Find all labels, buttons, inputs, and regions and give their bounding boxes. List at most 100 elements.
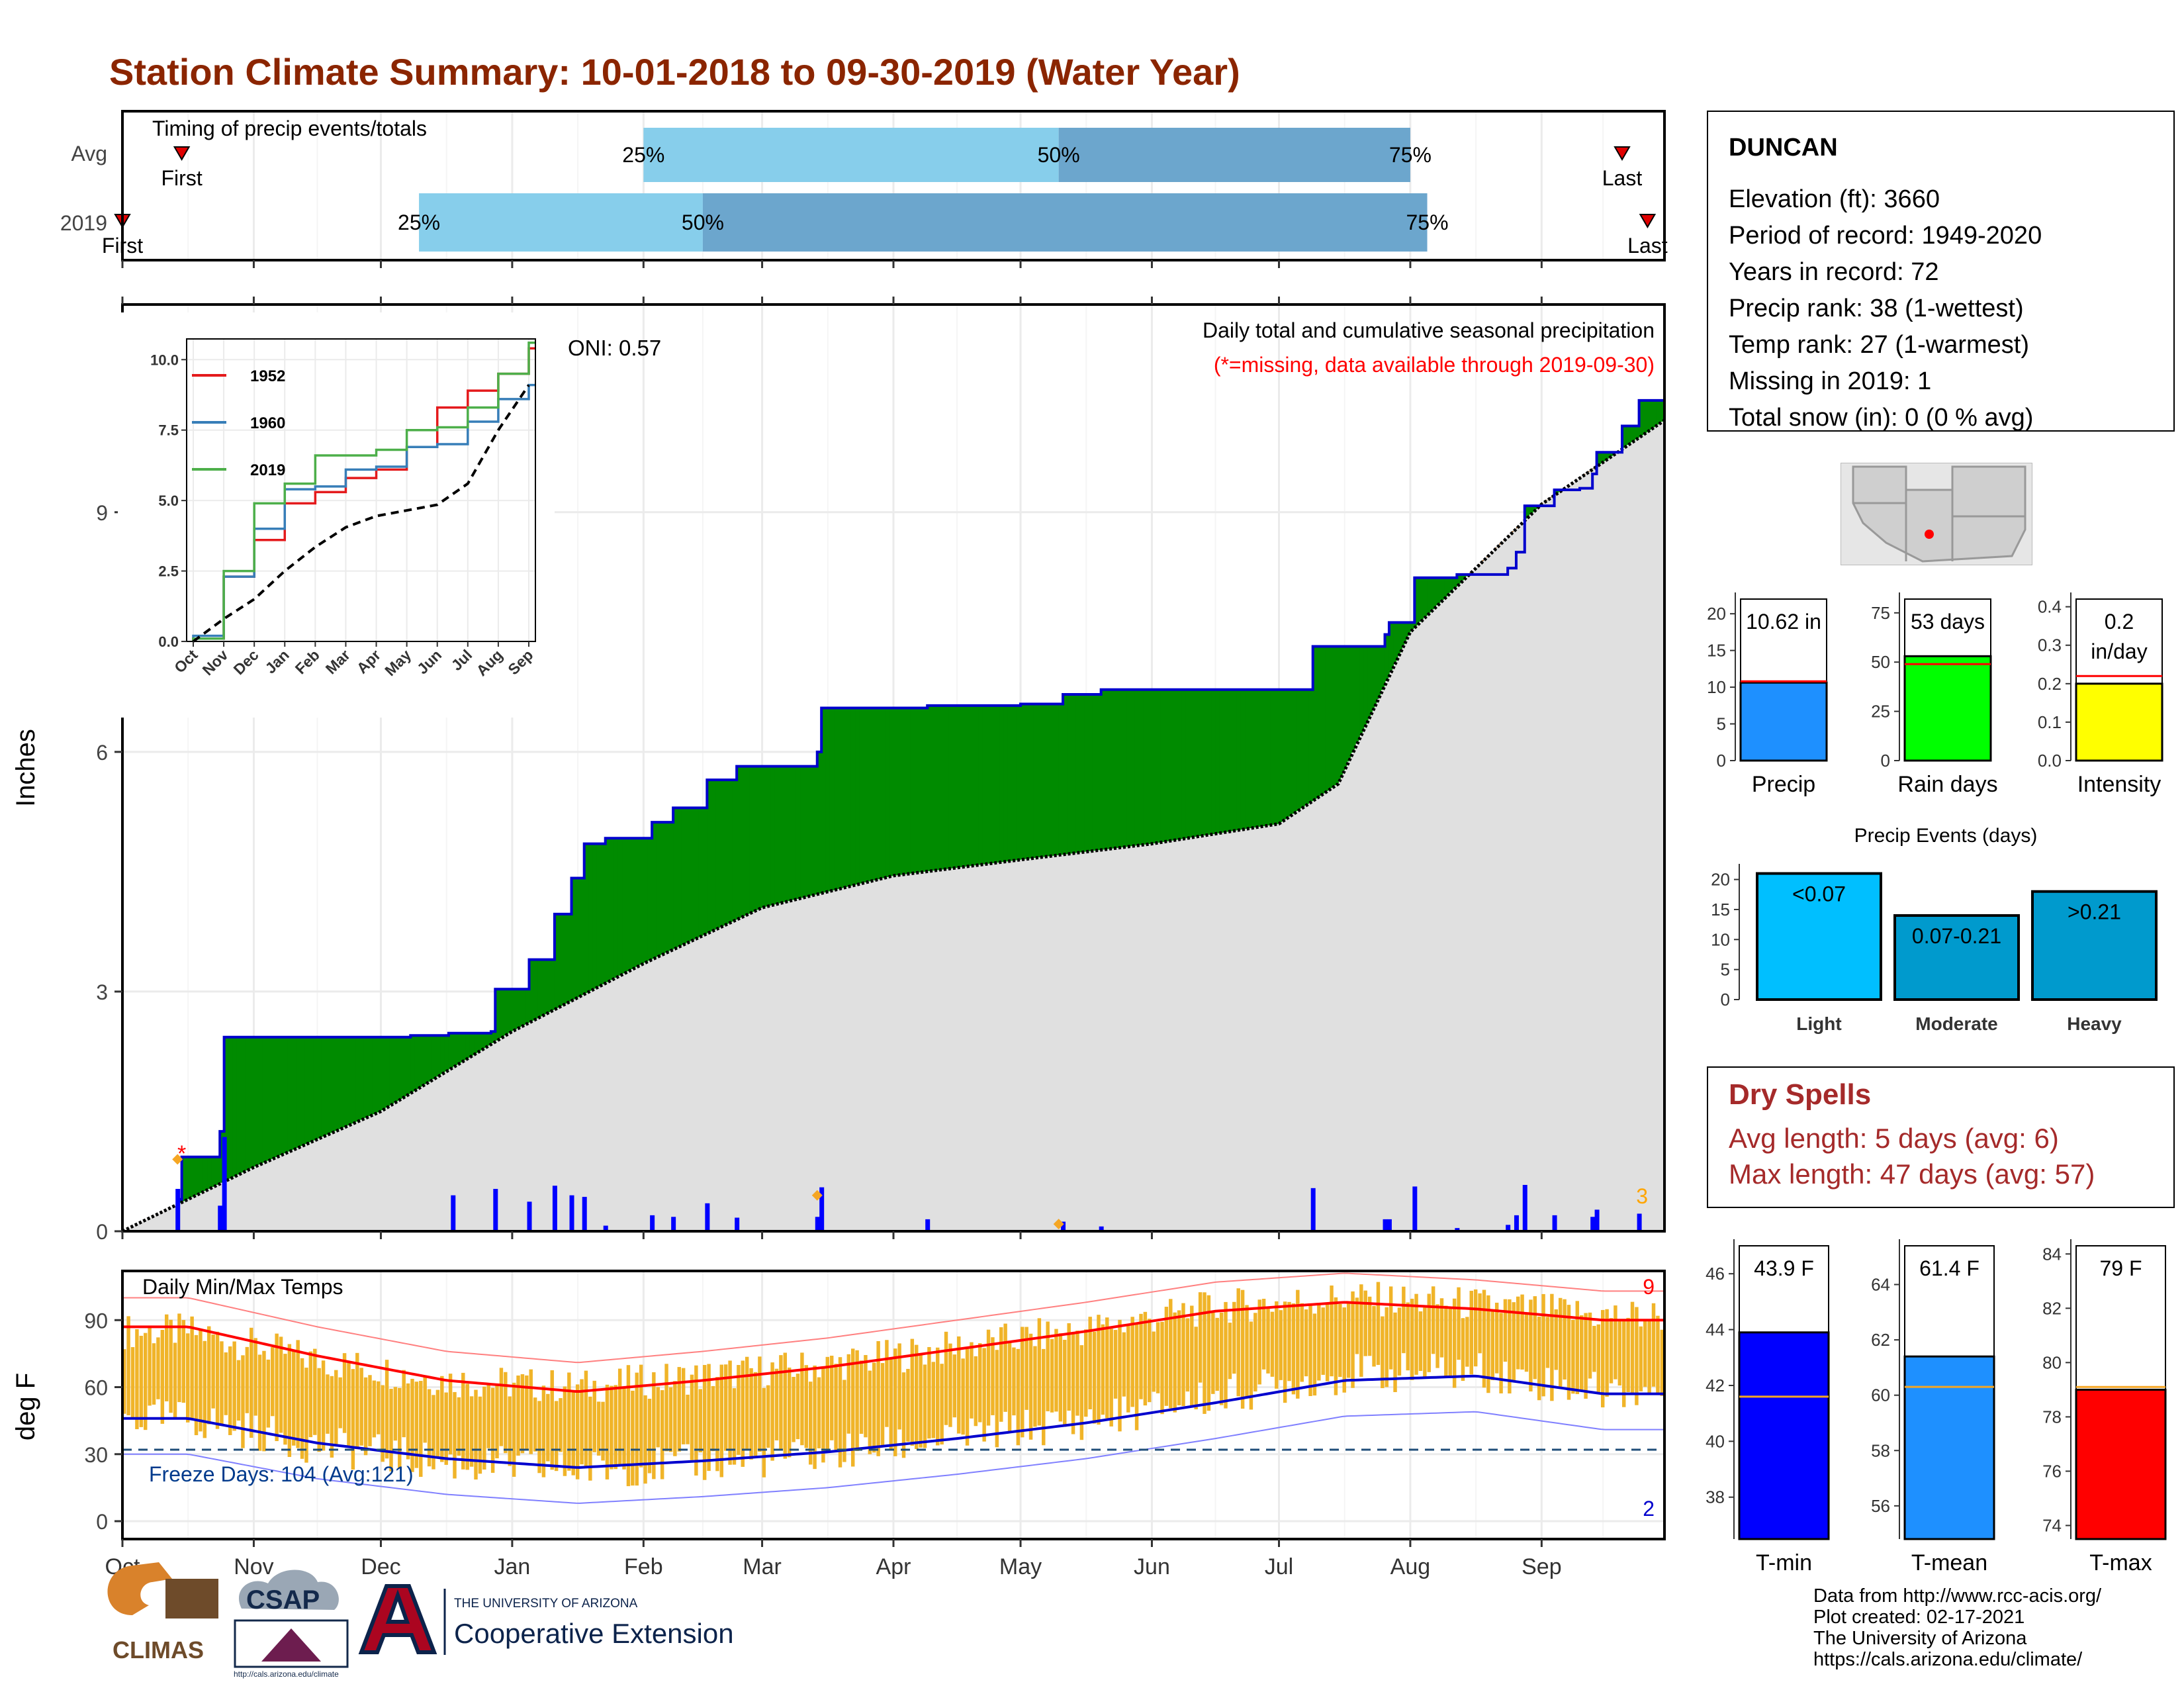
daily-temp-bar xyxy=(1473,1289,1478,1367)
anomaly-area xyxy=(465,1033,471,1059)
anomaly-area xyxy=(1596,452,1602,465)
anomaly-area xyxy=(1063,694,1068,855)
daily-temp-bar xyxy=(673,1381,677,1456)
daily-temp-bar xyxy=(1012,1347,1016,1416)
inset-y-tick-label: 7.5 xyxy=(158,422,179,439)
temp-chart-tick-label: 64 xyxy=(1871,1275,1890,1295)
daily-temp-bar xyxy=(1003,1323,1007,1412)
anomaly-area xyxy=(1194,689,1199,837)
daily-temp-bar xyxy=(359,1368,363,1446)
anomaly-area xyxy=(639,838,645,965)
anomaly-area xyxy=(1058,704,1064,855)
daily-temp-bar xyxy=(435,1389,440,1458)
daily-temp-bar xyxy=(1185,1318,1190,1392)
anomaly-area xyxy=(381,1037,386,1111)
daily-temp-bar xyxy=(1414,1293,1418,1375)
daily-temp-bar xyxy=(1291,1303,1296,1395)
daily-temp-bar xyxy=(1469,1290,1473,1375)
dry-spells-avg: Avg length: 5 days (avg: 6) xyxy=(1729,1123,2059,1154)
daily-temp-bar xyxy=(406,1383,410,1460)
anomaly-area xyxy=(1177,689,1183,840)
daily-temp-bar xyxy=(1508,1299,1512,1394)
station-info-line: Period of record: 1949-2020 xyxy=(1729,222,2042,250)
anomaly-area xyxy=(741,766,746,917)
temp-chart-t-min: 38 40 42 44 46 43.9 F T-min xyxy=(1706,1239,1830,1575)
daily-temp-bar xyxy=(279,1336,283,1433)
temp-chart-tick-label: 76 xyxy=(2042,1461,2062,1481)
daily-temp-bar xyxy=(605,1384,610,1479)
temp-chart-tick-label: 38 xyxy=(1706,1487,1725,1507)
daily-temp-bar xyxy=(1088,1317,1092,1409)
event-marker xyxy=(172,1154,183,1165)
anomaly-area xyxy=(1240,689,1246,830)
daily-temp-bar xyxy=(308,1351,313,1438)
anomaly-area xyxy=(1296,689,1301,812)
daily-temp-bar xyxy=(283,1354,287,1445)
daily-temp-bar xyxy=(1630,1301,1635,1394)
anomaly-area xyxy=(766,766,772,906)
timing-pct-label: 50% xyxy=(682,211,724,234)
daily-temp-bar xyxy=(970,1342,974,1419)
anomaly-area xyxy=(715,780,721,929)
daily-temp-bar xyxy=(1075,1331,1079,1416)
anomaly-area xyxy=(474,1033,479,1054)
daily-temp-bar xyxy=(1499,1313,1503,1393)
daily-precip-bar xyxy=(1590,1217,1596,1231)
anomaly-area xyxy=(694,808,700,939)
daily-temp-bar xyxy=(152,1343,156,1405)
daily-temp-bar xyxy=(855,1350,859,1451)
daily-temp-bar xyxy=(690,1374,694,1460)
daily-temp-bar xyxy=(215,1331,220,1429)
daily-temp-bar xyxy=(257,1354,262,1451)
daily-temp-bar xyxy=(440,1376,444,1462)
daily-temp-bar xyxy=(1435,1304,1439,1368)
temp-chart-category-label: T-mean xyxy=(1911,1550,1987,1575)
daily-temp-bar xyxy=(546,1393,550,1462)
daily-temp-bar xyxy=(834,1364,838,1450)
daily-precip-bar xyxy=(1061,1221,1066,1231)
anomaly-area xyxy=(677,808,682,947)
anomaly-area xyxy=(948,705,954,869)
anomaly-area xyxy=(461,1033,467,1062)
daily-temp-bar xyxy=(952,1354,957,1418)
daily-precip-bar xyxy=(493,1189,498,1231)
anomaly-area xyxy=(1122,689,1127,847)
daily-temp-bar xyxy=(144,1333,148,1430)
daily-temp-bar xyxy=(715,1377,719,1472)
anomaly-area xyxy=(1609,452,1614,457)
month-label-mar: Mar xyxy=(743,1554,782,1579)
timing-last-marker xyxy=(1639,214,1657,228)
anomaly-area xyxy=(241,1037,246,1173)
anomaly-area xyxy=(1067,694,1072,854)
timing-pct-label: 25% xyxy=(398,211,440,234)
temp-chart-tick-label: 84 xyxy=(2042,1244,2062,1264)
anomaly-area xyxy=(1321,646,1326,794)
daily-temp-bar xyxy=(1211,1312,1215,1394)
daily-precip-bar xyxy=(1637,1213,1642,1231)
anomaly-area xyxy=(864,708,869,883)
daily-temp-bar xyxy=(1397,1307,1402,1376)
daily-temp-bar xyxy=(228,1346,232,1435)
daily-temp-bar xyxy=(804,1365,809,1448)
anomaly-area xyxy=(1270,689,1275,825)
temp-chart-tick-label: 40 xyxy=(1706,1431,1725,1451)
daily-temp-bar xyxy=(1575,1301,1580,1395)
temp-chart-tick-label: 42 xyxy=(1706,1376,1725,1395)
daily-temp-bar xyxy=(1388,1286,1393,1370)
daily-temp-bar xyxy=(541,1385,546,1477)
daily-temp-bar xyxy=(1084,1329,1088,1417)
month-label-jun: Jun xyxy=(1134,1554,1170,1579)
daily-temp-bar xyxy=(652,1372,656,1479)
daily-temp-bar xyxy=(885,1340,889,1427)
daily-temp-bar xyxy=(1101,1324,1105,1415)
anomaly-area xyxy=(1457,574,1462,585)
daily-precip-bar xyxy=(582,1197,587,1231)
anomaly-area xyxy=(1308,689,1314,803)
daily-temp-bar xyxy=(991,1337,995,1415)
daily-temp-bar xyxy=(940,1364,944,1445)
anomaly-area xyxy=(1211,689,1216,835)
mini-tick-label: 0.0 xyxy=(2038,751,2062,771)
anomaly-area xyxy=(1643,400,1649,434)
daily-temp-bar xyxy=(363,1377,368,1456)
anomaly-area xyxy=(919,708,924,872)
